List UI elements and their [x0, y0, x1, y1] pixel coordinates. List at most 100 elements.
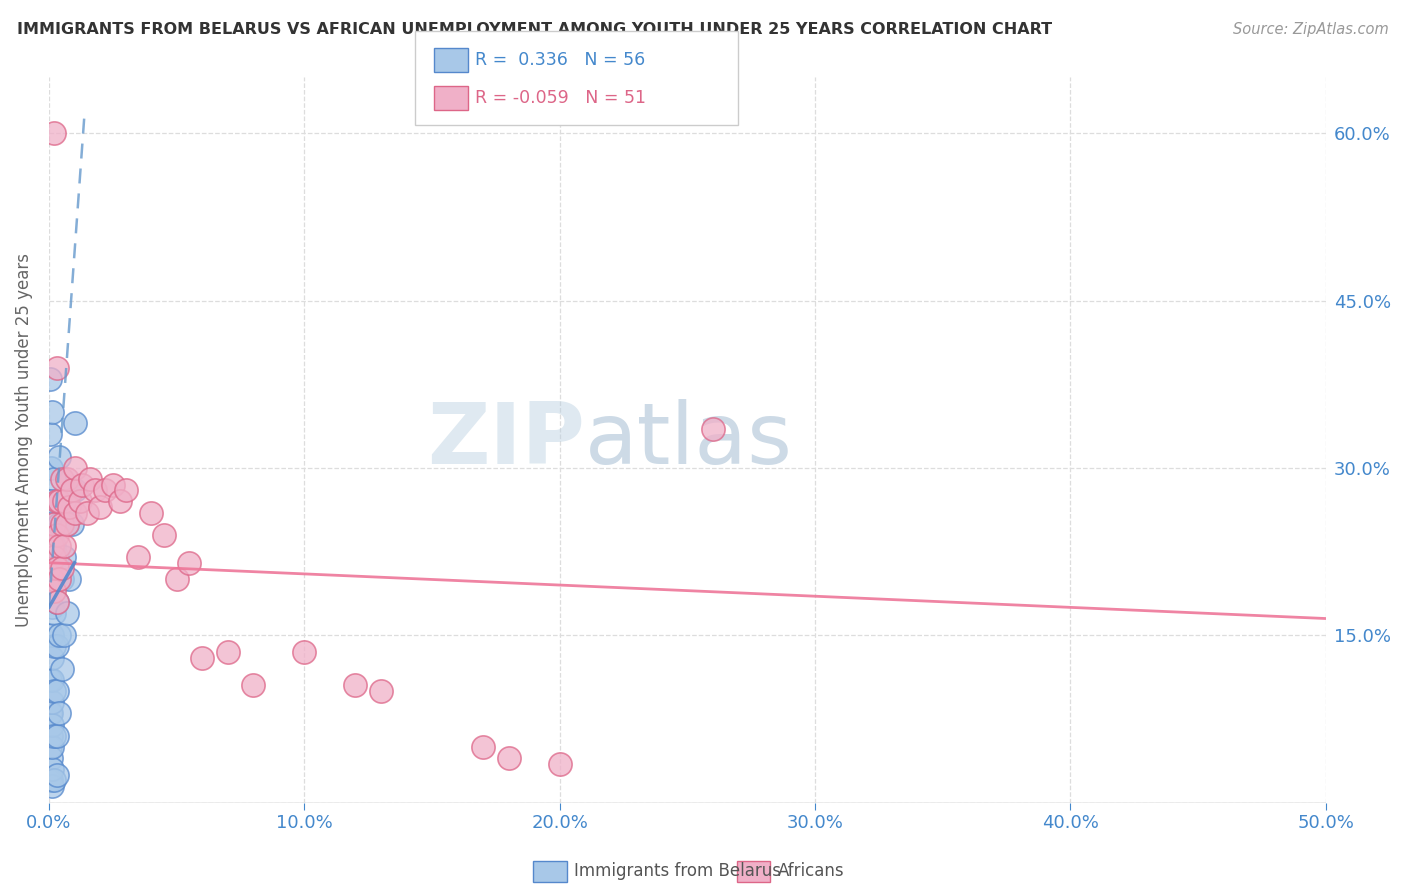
Point	[58, 500, 80, 514]
Point	[45, 550, 67, 565]
Point	[41, 779, 63, 793]
Point	[42, 640, 65, 654]
Point	[63, 417, 86, 431]
Point	[39, 751, 62, 765]
Point	[51, 561, 73, 575]
Point	[41, 573, 63, 587]
Point	[42, 583, 65, 598]
Point	[84, 483, 107, 498]
Point	[41, 550, 63, 565]
Point	[217, 645, 239, 659]
Point	[702, 422, 724, 436]
Point	[48, 573, 70, 587]
Point	[39, 706, 62, 721]
Point	[48, 450, 70, 464]
Point	[42, 606, 65, 620]
Text: R = -0.059   N = 51: R = -0.059 N = 51	[475, 89, 647, 107]
Y-axis label: Unemployment Among Youth under 25 years: Unemployment Among Youth under 25 years	[15, 253, 32, 627]
Text: IMMIGRANTS FROM BELARUS VS AFRICAN UNEMPLOYMENT AMONG YOUTH UNDER 25 YEARS CORRE: IMMIGRANTS FROM BELARUS VS AFRICAN UNEMP…	[17, 22, 1052, 37]
Point	[42, 539, 65, 553]
Point	[101, 477, 124, 491]
Point	[69, 494, 91, 508]
Point	[548, 756, 571, 771]
Point	[51, 516, 73, 531]
Text: ZIP: ZIP	[427, 399, 585, 482]
Point	[45, 595, 67, 609]
Point	[191, 650, 214, 665]
Point	[41, 717, 63, 731]
Point	[45, 561, 67, 575]
Point	[41, 528, 63, 542]
Point	[60, 516, 83, 531]
Point	[48, 516, 70, 531]
Point	[41, 573, 63, 587]
Point	[153, 528, 176, 542]
Point	[56, 472, 79, 486]
Point	[79, 472, 101, 486]
Point	[166, 573, 188, 587]
Point	[48, 539, 70, 553]
Point	[39, 773, 62, 788]
Point	[41, 600, 63, 615]
Point	[51, 573, 73, 587]
Point	[56, 516, 79, 531]
Point	[94, 483, 117, 498]
Point	[498, 751, 520, 765]
Point	[45, 494, 67, 508]
Text: Immigrants from Belarus: Immigrants from Belarus	[574, 863, 780, 880]
Point	[45, 494, 67, 508]
Point	[53, 539, 76, 553]
Point	[39, 729, 62, 743]
Point	[370, 684, 392, 698]
Point	[42, 550, 65, 565]
Point	[114, 483, 136, 498]
Point	[41, 405, 63, 419]
Point	[41, 539, 63, 553]
Text: Africans: Africans	[778, 863, 844, 880]
Point	[53, 550, 76, 565]
Point	[38, 773, 60, 788]
Point	[39, 461, 62, 475]
Text: R =  0.336   N = 56: R = 0.336 N = 56	[475, 51, 645, 69]
Point	[41, 650, 63, 665]
Point	[42, 573, 65, 587]
Point	[45, 768, 67, 782]
Text: atlas: atlas	[585, 399, 793, 482]
Point	[292, 645, 315, 659]
Point	[139, 506, 162, 520]
Point	[63, 506, 86, 520]
Point	[242, 678, 264, 692]
Point	[38, 739, 60, 754]
Point	[48, 706, 70, 721]
Point	[45, 528, 67, 542]
Point	[48, 628, 70, 642]
Point	[89, 500, 111, 514]
Point	[63, 461, 86, 475]
Point	[60, 483, 83, 498]
Point	[48, 573, 70, 587]
Point	[41, 695, 63, 709]
Point	[45, 595, 67, 609]
Point	[76, 506, 98, 520]
Point	[38, 372, 60, 386]
Point	[127, 550, 149, 565]
Point	[53, 494, 76, 508]
Point	[41, 739, 63, 754]
Point	[48, 494, 70, 508]
Point	[472, 739, 495, 754]
Point	[63, 483, 86, 498]
Point	[41, 762, 63, 776]
Point	[42, 516, 65, 531]
Text: Source: ZipAtlas.com: Source: ZipAtlas.com	[1233, 22, 1389, 37]
Point	[39, 427, 62, 442]
Point	[41, 673, 63, 687]
Point	[39, 706, 62, 721]
Point	[179, 556, 201, 570]
Point	[56, 606, 79, 620]
Point	[45, 360, 67, 375]
Point	[70, 477, 93, 491]
Point	[51, 662, 73, 676]
Point	[110, 494, 132, 508]
Point	[42, 126, 65, 140]
Point	[45, 684, 67, 698]
